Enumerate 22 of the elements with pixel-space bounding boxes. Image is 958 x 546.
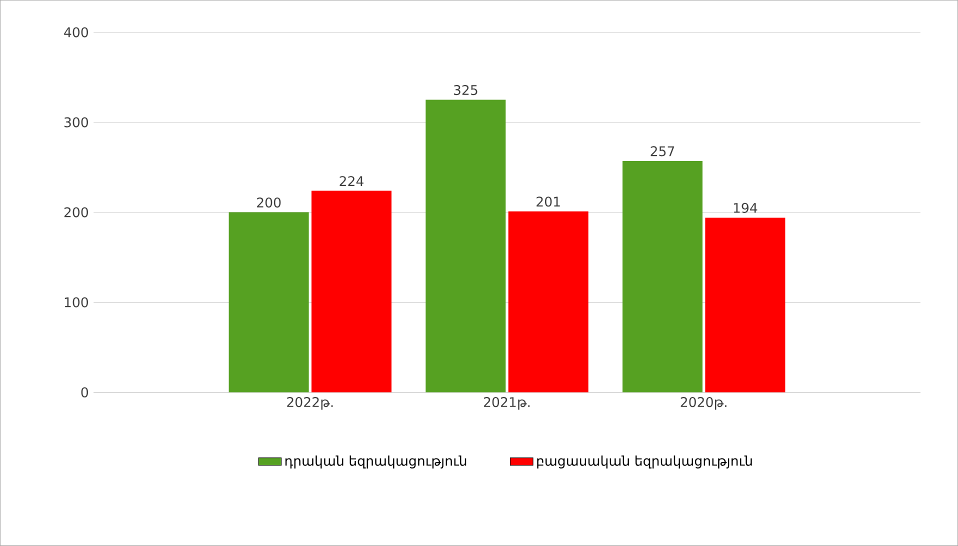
data-label: 200 bbox=[257, 198, 281, 208]
y-tick-label: 0 bbox=[81, 387, 88, 398]
x-tick-label: 2020թ. bbox=[680, 397, 726, 410]
legend-label: դրական եզրակացություն bbox=[285, 456, 466, 468]
y-tick-label: 400 bbox=[64, 27, 88, 38]
bar bbox=[311, 190, 392, 392]
data-label: 201 bbox=[536, 196, 560, 207]
x-tick-label: 2021թ. bbox=[484, 397, 530, 410]
bar bbox=[426, 100, 506, 392]
bar bbox=[228, 212, 309, 392]
y-tick-label: 200 bbox=[64, 207, 88, 218]
bar bbox=[508, 211, 588, 392]
bar bbox=[705, 218, 786, 392]
legend-label: բացասական եզրակացություն bbox=[537, 456, 752, 468]
y-tick-label: 300 bbox=[64, 117, 88, 128]
x-tick-label: 2022թ. bbox=[287, 397, 333, 410]
y-tick-label: 100 bbox=[64, 297, 88, 308]
data-label: 224 bbox=[340, 176, 364, 186]
data-label: 194 bbox=[734, 202, 758, 214]
bar bbox=[622, 161, 703, 392]
data-label: 257 bbox=[650, 146, 674, 156]
data-label: 325 bbox=[454, 85, 478, 96]
